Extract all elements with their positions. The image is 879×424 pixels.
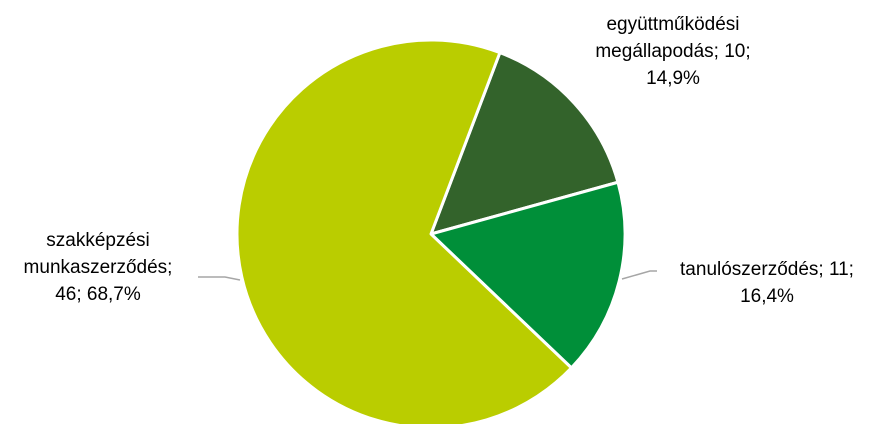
data-label-line: szakképzési bbox=[46, 230, 150, 251]
leader-line-1 bbox=[621, 270, 657, 280]
pie-slice-0 bbox=[429, 51, 620, 236]
data-label-line: tanulószerződés; 11; bbox=[680, 259, 854, 280]
data-label-line: 46; 68,7% bbox=[55, 284, 141, 305]
data-labels: együttműködési megállapodás; 10; 14,9% tanu… bbox=[24, 14, 854, 307]
pie-slice-1 bbox=[429, 180, 627, 370]
pie-slices bbox=[235, 38, 627, 424]
data-label-line: 16,4% bbox=[740, 286, 794, 307]
pie-slice-2 bbox=[235, 38, 573, 424]
data-label-2: szakképzési munkaszerződés; 46; 68,7% bbox=[24, 230, 173, 305]
data-label-line: együttműködési bbox=[606, 14, 739, 35]
leader-line-2 bbox=[198, 276, 241, 281]
data-label-0: együttműködési megállapodás; 10; 14,9% bbox=[595, 14, 750, 89]
data-label-1: tanulószerződés; 11; 16,4% bbox=[680, 259, 854, 307]
data-label-line: munkaszerződés; bbox=[24, 257, 173, 278]
data-label-line: megállapodás; 10; bbox=[595, 41, 750, 62]
data-label-line: 14,9% bbox=[646, 68, 700, 89]
leader-lines bbox=[198, 270, 657, 281]
